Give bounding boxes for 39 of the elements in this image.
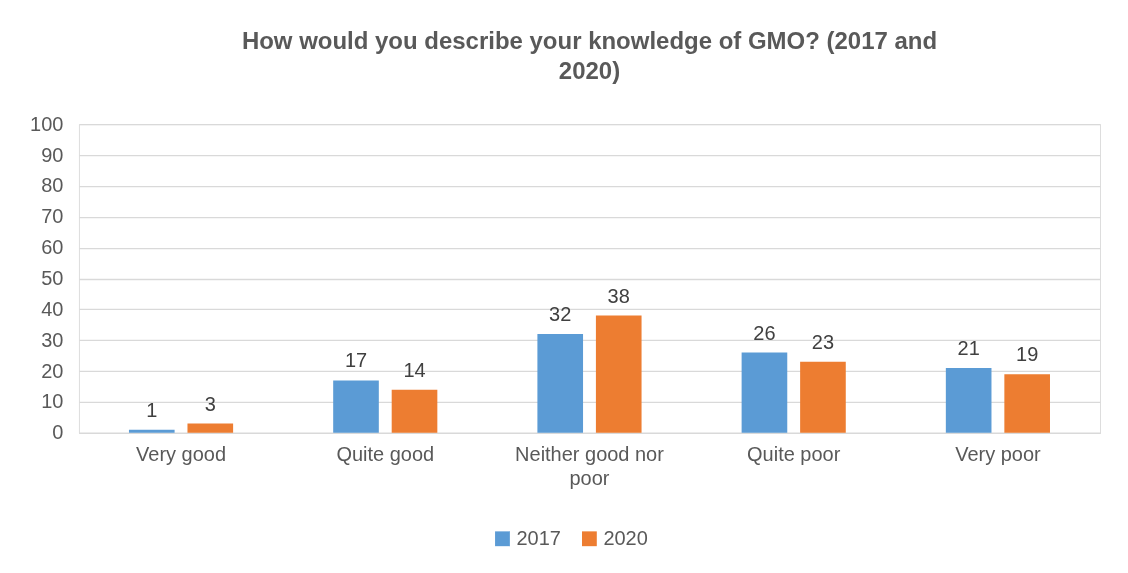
data-label: 38 (607, 284, 630, 307)
bar (800, 361, 846, 433)
data-label: 3 (204, 392, 216, 415)
y-tick-label: 100 (30, 112, 64, 135)
x-tick-label: Neither good nor poor (515, 443, 665, 490)
y-tick-label: 20 (41, 359, 64, 382)
y-tick-label: 30 (41, 328, 64, 351)
bar (1004, 374, 1050, 433)
x-tick-label: Quite good (336, 443, 435, 466)
y-tick-label: 50 (41, 267, 64, 289)
bar (741, 352, 788, 433)
y-tick-label: 90 (41, 143, 64, 166)
x-tick-label: Very poor (955, 443, 1041, 466)
bar (187, 423, 234, 433)
data-label: 32 (549, 303, 572, 326)
y-tick-label: 10 (41, 390, 64, 413)
bar (391, 389, 438, 433)
data-label: 14 (403, 358, 426, 381)
bar (945, 368, 992, 433)
y-tick-label: 0 (52, 421, 64, 444)
data-label: 1 (146, 398, 158, 421)
chart-title: How would you describe your knowledge of GMO? (2017 and 2020) (241, 27, 938, 85)
bar (537, 334, 584, 433)
bar (128, 429, 175, 433)
y-tick-label: 80 (41, 174, 64, 197)
bar (333, 380, 379, 433)
bar (595, 315, 642, 433)
x-tick-label: Very good (136, 443, 227, 466)
y-tick-label: 60 (41, 236, 64, 259)
x-tick-label: Quite poor (747, 443, 841, 466)
data-label: 17 (344, 349, 368, 372)
data-label: 19 (1016, 343, 1039, 366)
legend-label: 2017 (516, 526, 561, 549)
data-label: 26 (753, 321, 776, 344)
legend-label: 2020 (603, 526, 648, 549)
data-label: 23 (811, 330, 835, 353)
data-label: 21 (957, 337, 980, 360)
y-tick-label: 40 (41, 297, 64, 320)
y-tick-label: 70 (41, 205, 64, 228)
